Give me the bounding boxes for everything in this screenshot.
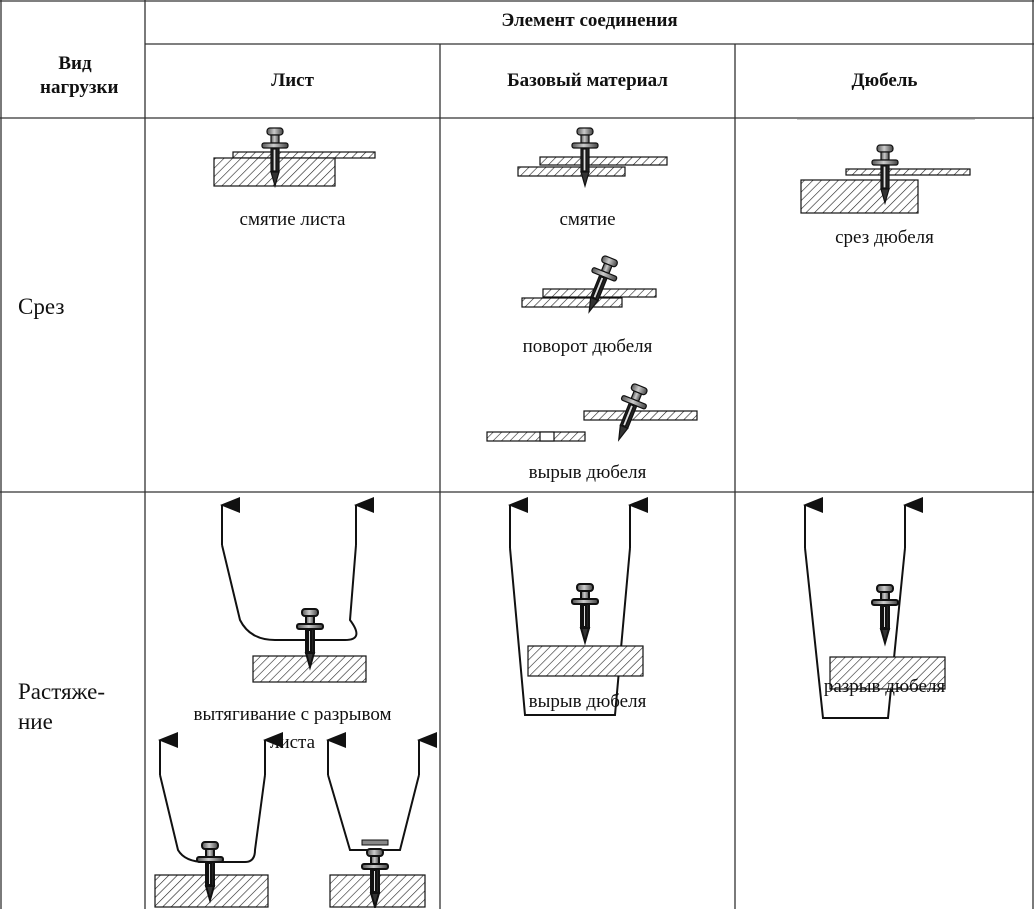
caption: вырыв дюбеля <box>528 691 647 712</box>
caption: вытягивание с разрывом листа <box>193 704 392 753</box>
caption: срез дюбеля <box>835 227 934 248</box>
caption: разрыв дюбеля <box>823 676 946 697</box>
group-header: Элемент соединения <box>501 10 678 31</box>
caption: смятие <box>559 209 616 230</box>
caption: вырыв дюбеля <box>528 462 647 483</box>
row-label: Срез <box>18 294 65 319</box>
column-header: Лист <box>271 70 314 91</box>
shear-drawings <box>213 118 975 446</box>
column-header: Дюбель <box>851 70 918 91</box>
row-label: Растяже- ние <box>18 679 105 734</box>
tension-drawings <box>154 497 946 908</box>
caption: поворот дюбеля <box>522 336 653 357</box>
caption: смятие листа <box>239 209 346 230</box>
corner-header: Вид нагрузки <box>40 53 119 98</box>
column-header: Базовый материал <box>507 70 668 91</box>
